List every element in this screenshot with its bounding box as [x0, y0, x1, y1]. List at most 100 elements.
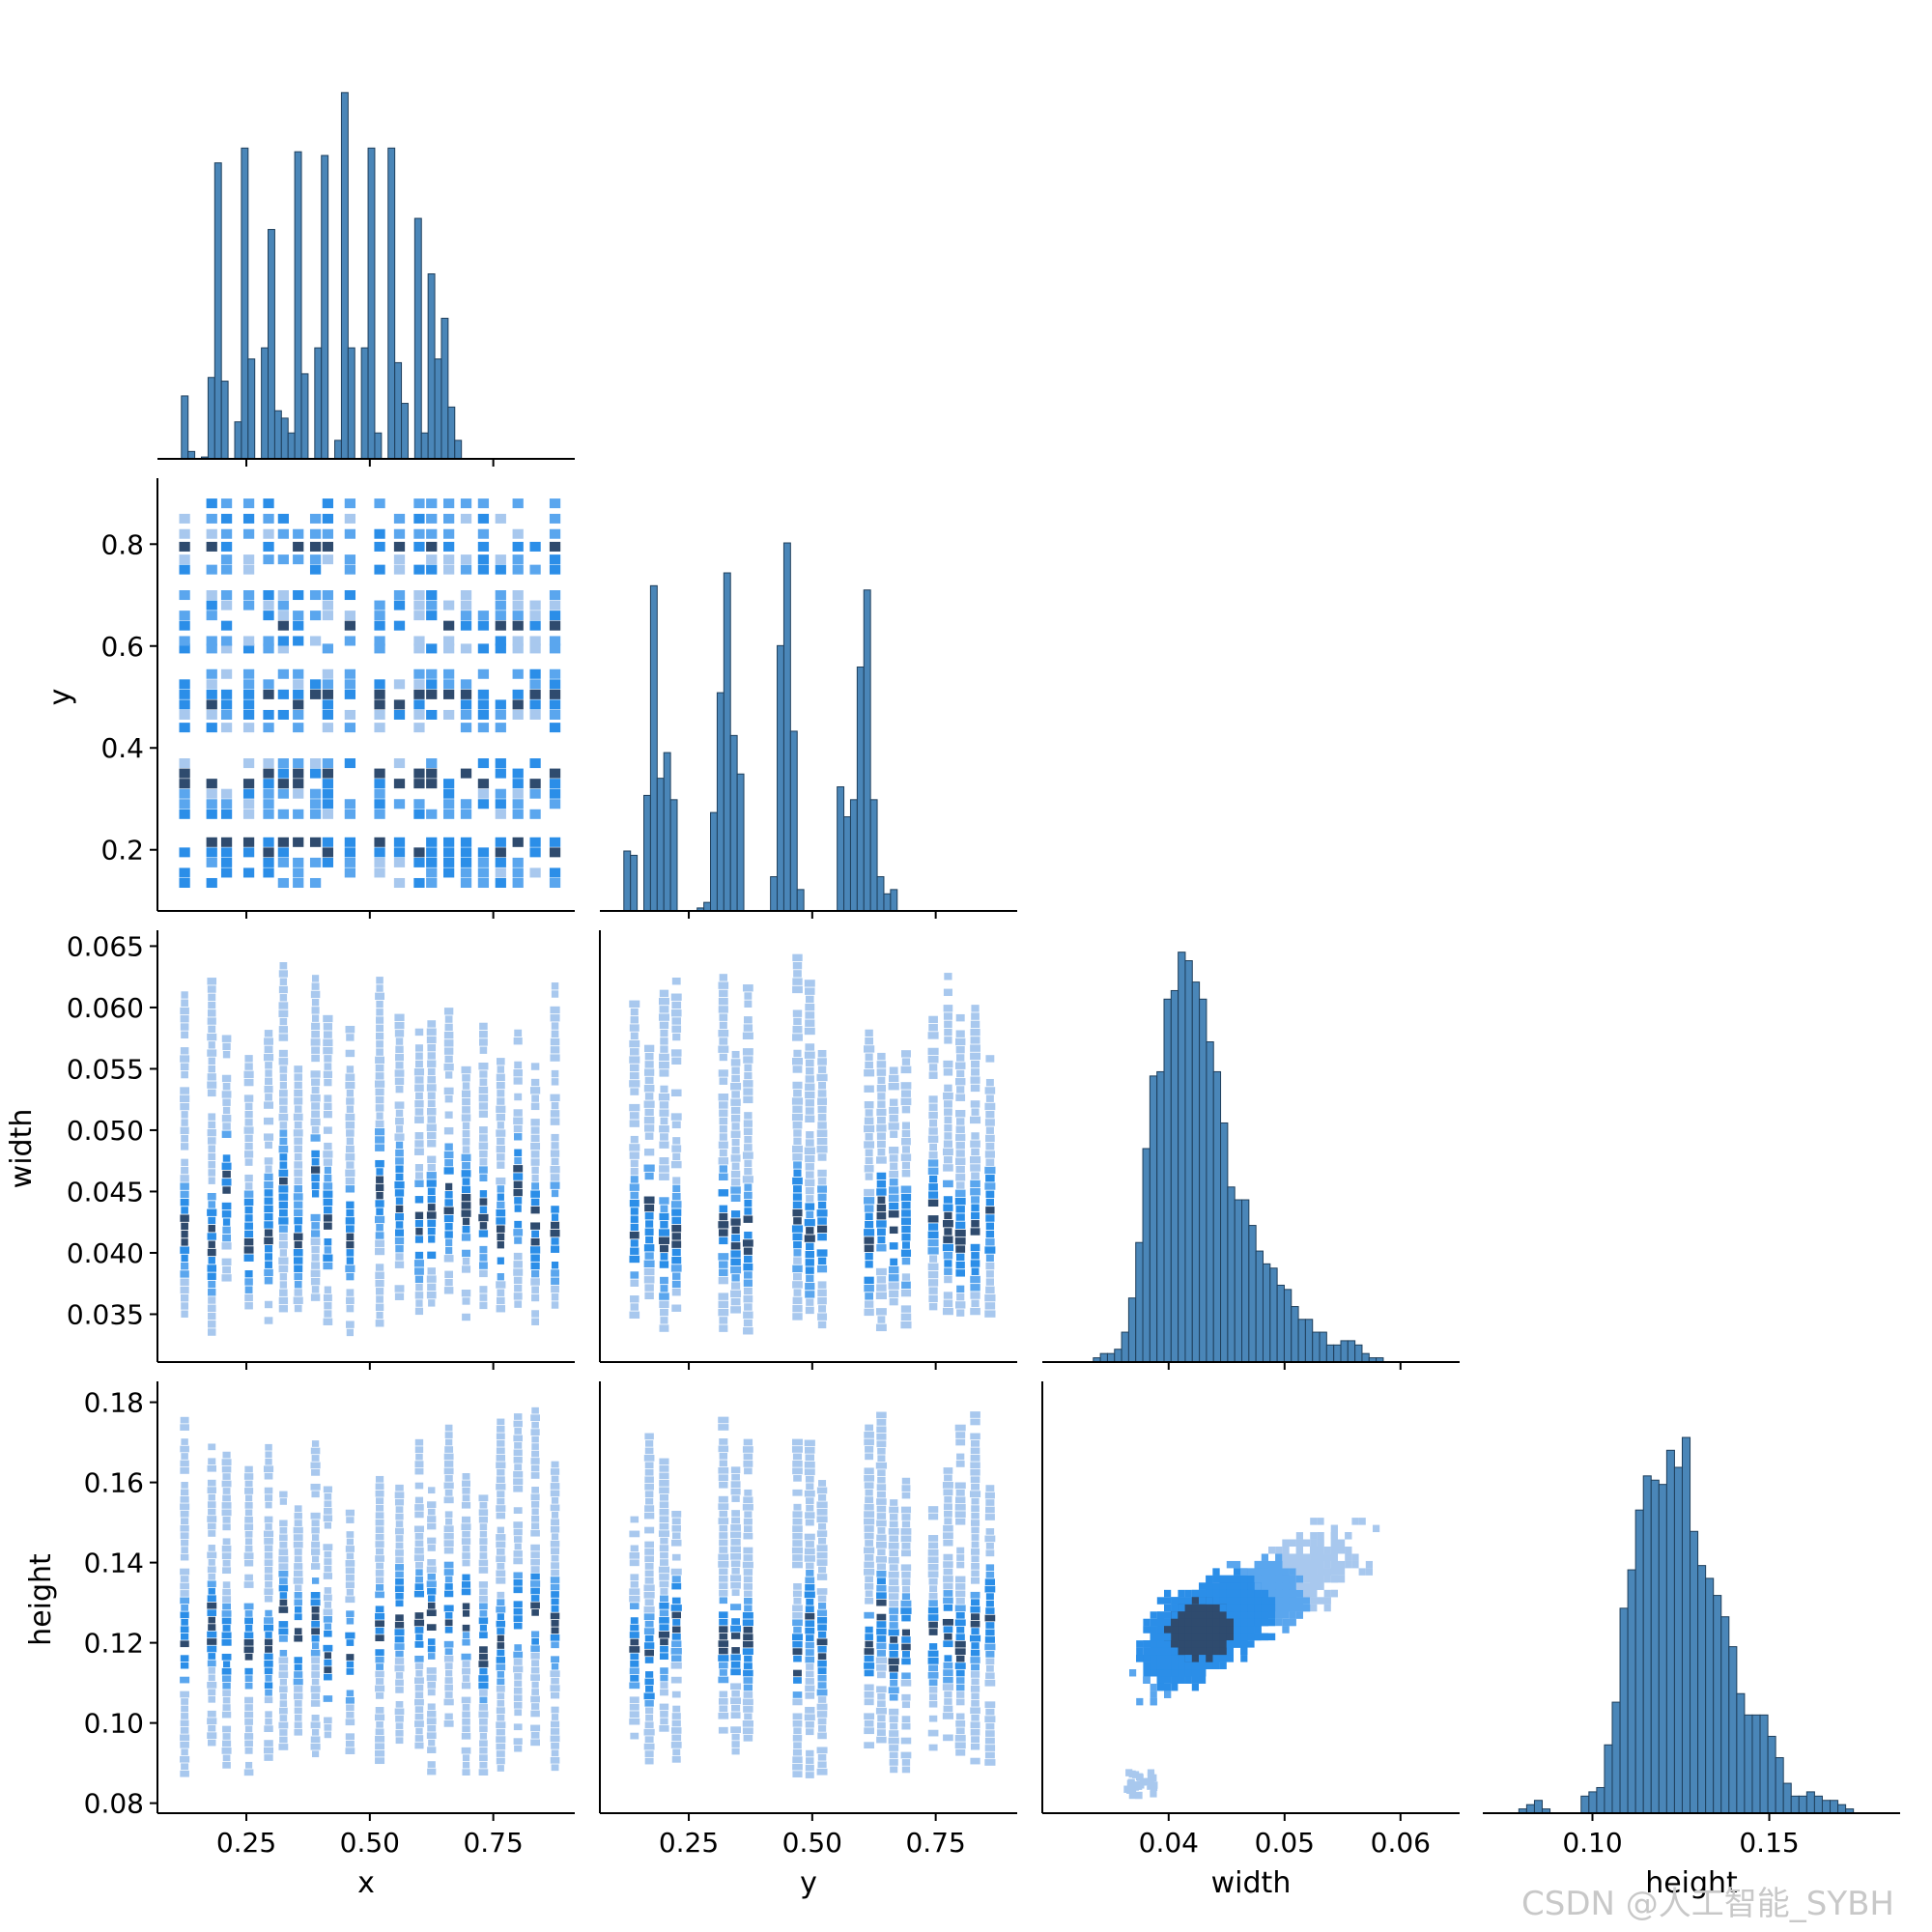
- heatmap-cell: [792, 1272, 802, 1281]
- heatmap-cell: [279, 1137, 288, 1146]
- heatmap-cell: [414, 1148, 424, 1155]
- heatmap-cell: [413, 699, 425, 710]
- heatmap-cell: [496, 1305, 506, 1313]
- heatmap-cell: [864, 1547, 875, 1554]
- heatmap-cell: [374, 636, 385, 646]
- heatmap-cell: [346, 1690, 355, 1697]
- heatmap-cell: [375, 1678, 384, 1685]
- heatmap-cell: [242, 758, 255, 769]
- heatmap-cell: [244, 1509, 253, 1517]
- heatmap-cell: [477, 799, 490, 810]
- heatmap-cell: [793, 1597, 802, 1605]
- heatmap-cell: [512, 668, 524, 679]
- heatmap-cell: [263, 611, 274, 621]
- heatmap-cell: [180, 1576, 189, 1582]
- heatmap-cell: [513, 1572, 523, 1579]
- heatmap-cell: [549, 723, 561, 733]
- heatmap-cell: [179, 877, 190, 889]
- heatmap-cell: [244, 1293, 253, 1302]
- heatmap-cell: [477, 723, 490, 733]
- heatmap-cell: [956, 1293, 965, 1301]
- heatmap-cell: [294, 1512, 302, 1520]
- heatmap-cell: [513, 1069, 523, 1077]
- heatmap-cell: [293, 1577, 303, 1584]
- heatmap-cell: [929, 1120, 938, 1127]
- heatmap-cell: [660, 1205, 668, 1212]
- heatmap-cell: [264, 1268, 273, 1277]
- heatmap-cell: [944, 1518, 952, 1525]
- heatmap-cell: [293, 1233, 303, 1240]
- heatmap-cell: [222, 1265, 231, 1274]
- heatmap-cell: [876, 1108, 887, 1117]
- heatmap-cell: [265, 1523, 272, 1530]
- heatmap-cell: [395, 1212, 404, 1221]
- heatmap-cell: [644, 1061, 654, 1068]
- heatmap-cell: [279, 1692, 287, 1700]
- heatmap-cell: [207, 1710, 216, 1718]
- heatmap-cell: [497, 1097, 505, 1105]
- heatmap-cell: [414, 1132, 424, 1140]
- heatmap-cell: [743, 1461, 753, 1467]
- heatmap-cell: [876, 1244, 887, 1252]
- heatmap-cell: [805, 1764, 814, 1772]
- heatmap-cell: [744, 1597, 753, 1605]
- heatmap-cell: [805, 1512, 815, 1519]
- heatmap-cell: [324, 1666, 332, 1673]
- heatmap-cell: [816, 1209, 828, 1217]
- heatmap-cell: [818, 1305, 827, 1313]
- heatmap-cell: [180, 1055, 190, 1063]
- heatmap-cell: [427, 1768, 437, 1776]
- heatmap-cell: [346, 1272, 355, 1281]
- heatmap-cell: [660, 1667, 668, 1674]
- heatmap-cell: [479, 1545, 488, 1552]
- heat-y-height: 0.25 0.50 0.75y: [599, 1381, 1017, 1900]
- heatmap-cell: [529, 758, 541, 769]
- heatmap-cell: [244, 1214, 253, 1222]
- heatmap-cell: [346, 1538, 354, 1546]
- heatmap-cell: [311, 1628, 320, 1635]
- heatmap-cell: [462, 1297, 470, 1305]
- heatmap-cell: [551, 1627, 559, 1634]
- heatmap-cell: [242, 799, 255, 810]
- heatmap-cell: [206, 590, 217, 601]
- heatmap-cell: [630, 1215, 639, 1223]
- heatmap-cell: [644, 1678, 654, 1686]
- heatmap-cell: [718, 981, 729, 989]
- heatmap-cell: [512, 699, 524, 710]
- heatmap-cell: [816, 1703, 828, 1711]
- heatmap-cell: [443, 1496, 454, 1504]
- heatmap-cell: [889, 1106, 899, 1115]
- heatmap-cell: [928, 1513, 939, 1520]
- heatmap-cell: [743, 1662, 753, 1669]
- heatmap-cell: [876, 1419, 887, 1426]
- heatmap-cell: [376, 1032, 384, 1040]
- heatmap-cell: [443, 528, 455, 539]
- heatmap-cell: [207, 1137, 216, 1145]
- heatmap-cell: [943, 1662, 953, 1669]
- heatmap-cell: [629, 1718, 640, 1725]
- heatmap-cell: [670, 1089, 682, 1097]
- heatmap-cell: [985, 1629, 995, 1636]
- heatmap-cell: [309, 788, 322, 799]
- heatmap-cell: [244, 1182, 253, 1190]
- heatmap-cell: [512, 541, 524, 552]
- heatmap-cell: [817, 1257, 827, 1265]
- heatmap-cell: [955, 1583, 966, 1590]
- heatmap-cell: [479, 1126, 488, 1134]
- heatmap-cell: [514, 1220, 523, 1229]
- heatmap-cell: [496, 1505, 506, 1512]
- heatmap-cell: [375, 1656, 384, 1663]
- heatmap-cell: [888, 1585, 899, 1593]
- heatmap-cell: [294, 1145, 302, 1153]
- heatmap-cell: [1247, 1640, 1255, 1648]
- heatmap-cell: [659, 1006, 669, 1013]
- heatmap-cell: [792, 1122, 803, 1129]
- heatmap-cell: [179, 709, 190, 720]
- heatmap-cell: [970, 1707, 980, 1715]
- heatmap-cell: [513, 1578, 523, 1586]
- heatmap-cell: [294, 1591, 302, 1599]
- heatmap-cell: [743, 1547, 753, 1554]
- heatmap-cell: [461, 1732, 471, 1740]
- heatmap-cell: [346, 1661, 355, 1668]
- heatmap-cell: [279, 1736, 288, 1744]
